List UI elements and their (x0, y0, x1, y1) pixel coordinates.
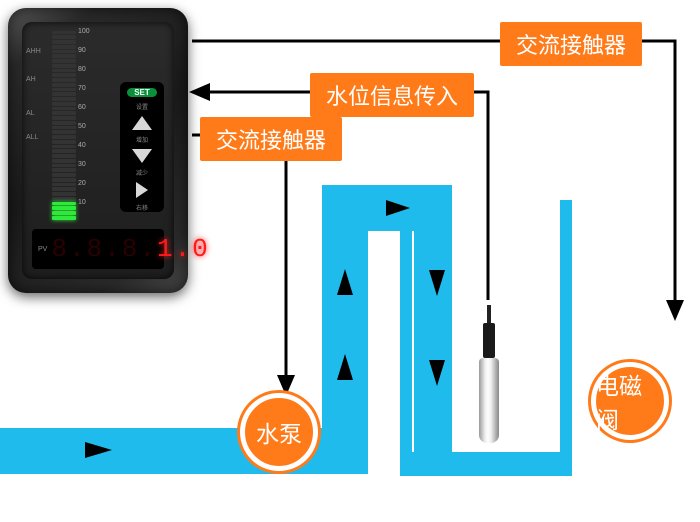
scale-tick: 70 (78, 85, 86, 92)
bar-segment (52, 83, 76, 87)
bar-segment (52, 45, 76, 49)
scale-tick: 50 (78, 123, 86, 130)
scale-tick: 100 (78, 28, 90, 35)
circle-pump: 水泵 (240, 393, 318, 471)
bar-segment (52, 40, 76, 44)
bar-segment (52, 102, 76, 106)
circle-valve: 电磁阀 (591, 362, 669, 440)
bar-segment (52, 69, 76, 73)
label-ac-contactor-top: 交流接触器 (500, 22, 642, 66)
bar-segment (52, 59, 76, 63)
bar-segment (52, 135, 76, 139)
set-button[interactable]: SET (127, 88, 157, 97)
bar-segment (52, 31, 76, 35)
alarm-all: ALL (26, 134, 38, 141)
alarm-al: AL (26, 110, 35, 117)
bar-segment (52, 192, 76, 196)
bar-segment (52, 202, 76, 206)
bar-segment (52, 88, 76, 92)
controller-face: AHH AH AL ALL 100 90 80 70 60 50 40 30 20 10 SET … (22, 22, 174, 279)
level-sensor-probe (478, 305, 500, 455)
bar-segment (52, 54, 76, 58)
bar-segment (52, 187, 76, 191)
sensor-body (479, 358, 499, 443)
bar-segment (52, 92, 76, 96)
pv-label: PV (38, 246, 47, 253)
bar-segment (52, 107, 76, 111)
bargraph (52, 30, 76, 220)
up-button[interactable] (132, 116, 152, 130)
alarm-ahh: AHH (26, 48, 41, 55)
level-controller-device: AHH AH AL ALL 100 90 80 70 60 50 40 30 20 10 SET … (8, 8, 188, 293)
bar-segment (52, 145, 76, 149)
button-panel: SET 设置 增加 减少 右移 (120, 82, 164, 212)
line-ac-contactor-bottom (192, 135, 286, 393)
down-button-text: 减少 (136, 168, 148, 177)
bar-segment (52, 168, 76, 172)
bar-segment (52, 130, 76, 134)
label-water-level-in: 水位信息传入 (310, 73, 474, 117)
sensor-cable (487, 305, 491, 323)
bar-segment (52, 173, 76, 177)
down-button[interactable] (132, 149, 152, 163)
bar-segment (52, 216, 76, 220)
bar-segment (52, 183, 76, 187)
bar-segment (52, 78, 76, 82)
scale-tick: 20 (78, 180, 86, 187)
bar-segment (52, 140, 76, 144)
bar-segment (52, 149, 76, 153)
set-button-text: 设置 (136, 102, 148, 111)
bar-segment (52, 197, 76, 201)
bar-segment (52, 121, 76, 125)
sensor-grip (483, 323, 495, 358)
bar-segment (52, 211, 76, 215)
bar-segment (52, 111, 76, 115)
led-display: PV 8.8.8.1.0 (32, 229, 164, 269)
scale-tick: 80 (78, 66, 86, 73)
bar-segment (52, 126, 76, 130)
bar-segment (52, 97, 76, 101)
bar-segment (52, 50, 76, 54)
scale-tick: 40 (78, 142, 86, 149)
label-ac-contactor-bottom: 交流接触器 (200, 117, 342, 161)
bar-segment (52, 154, 76, 158)
scale-tick: 90 (78, 47, 86, 54)
alarm-ah: AH (26, 76, 36, 83)
scale-tick: 30 (78, 161, 86, 168)
bar-segment (52, 73, 76, 77)
bar-segment (52, 159, 76, 163)
bar-segment (52, 116, 76, 120)
scale-tick: 60 (78, 104, 86, 111)
bar-segment (52, 35, 76, 39)
bar-segment (52, 178, 76, 182)
bar-segment (52, 206, 76, 210)
right-button[interactable] (136, 182, 148, 198)
bar-segment (52, 164, 76, 168)
up-button-text: 增加 (136, 135, 148, 144)
right-button-text: 右移 (136, 203, 148, 212)
bar-segment (52, 64, 76, 68)
scale-tick: 10 (78, 199, 86, 206)
led-digits: 8.8.8.1.0 (51, 234, 209, 264)
